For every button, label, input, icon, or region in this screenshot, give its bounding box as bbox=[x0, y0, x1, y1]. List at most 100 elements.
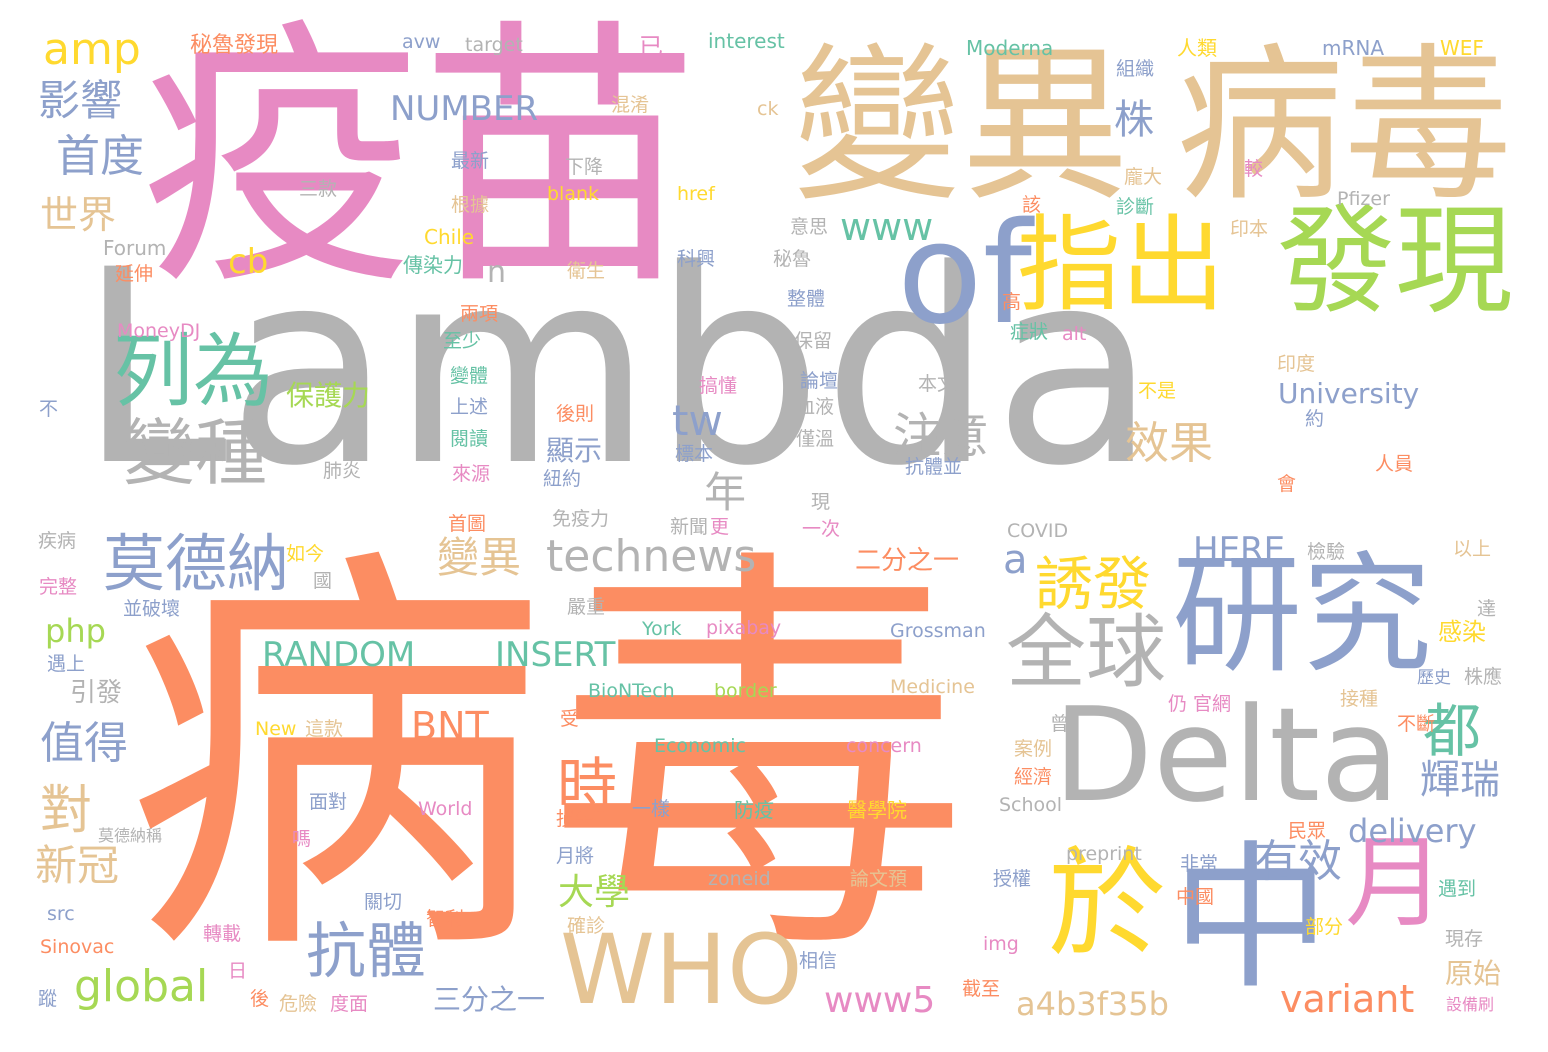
word-zhenduan: 診斷 bbox=[1116, 196, 1155, 218]
word-modenacheng: 莫德納稱 bbox=[98, 826, 163, 845]
word-zhishao: 至少 bbox=[443, 330, 482, 352]
word-shangshu: 上述 bbox=[450, 396, 489, 418]
word-economic: Economic bbox=[654, 735, 746, 757]
word-xian: 現 bbox=[811, 491, 831, 513]
word-minzhong: 民眾 bbox=[1288, 820, 1327, 842]
word-border: border bbox=[714, 680, 777, 702]
word-mrna: mRNA bbox=[1322, 36, 1385, 60]
word-bingdu-main: 病毒 bbox=[125, 515, 969, 1007]
word-zuzhi: 組織 bbox=[1116, 58, 1155, 80]
word-liewei: 列為 bbox=[113, 325, 273, 418]
word-forum: Forum bbox=[103, 236, 167, 260]
word-blank: blank bbox=[547, 183, 600, 205]
word-huirui: 輝瑞 bbox=[1420, 757, 1500, 803]
word-luntan: 論壇 bbox=[800, 370, 839, 392]
word-reng-guanwang: 仍 官網 bbox=[1168, 693, 1232, 715]
word-yu: 於 bbox=[1048, 835, 1167, 973]
word-www5: www5 bbox=[824, 980, 936, 1021]
word-da: 達 bbox=[1477, 598, 1497, 620]
word-ri: 日 bbox=[228, 960, 248, 982]
word-grossman: Grossman bbox=[890, 620, 986, 642]
word-yi: 已 bbox=[639, 33, 663, 61]
word-gao: 高 bbox=[1002, 291, 1022, 313]
word-biontech: BioNTech bbox=[588, 680, 675, 702]
word-geng: 更 bbox=[710, 516, 730, 538]
word-yue-small: 約 bbox=[1305, 408, 1325, 430]
word-n: n bbox=[487, 255, 507, 290]
word-interest: interest bbox=[708, 29, 785, 53]
word-jiezhi: 截至 bbox=[962, 978, 1001, 1000]
word-shi: 時 bbox=[557, 752, 617, 822]
word-new: New bbox=[255, 718, 297, 740]
word-university: University bbox=[1278, 377, 1420, 410]
word-medicine: Medicine bbox=[890, 676, 975, 698]
word-yue: 月 bbox=[1345, 824, 1445, 941]
word-buduan: 不斷 bbox=[1397, 713, 1436, 735]
word-bianti: 變體 bbox=[450, 365, 489, 387]
word-kexing: 科興 bbox=[677, 248, 716, 270]
word-quezhen: 確診 bbox=[567, 915, 606, 937]
word-youxiao: 有效 bbox=[1254, 836, 1342, 887]
word-sunshi: 損失 bbox=[556, 808, 595, 830]
word-yuedu: 閱讀 bbox=[450, 428, 489, 450]
word-guo: 國 bbox=[313, 570, 333, 592]
word-xiangxin: 相信 bbox=[799, 950, 838, 972]
word-preprint: preprint bbox=[1066, 843, 1142, 865]
word-modena: 莫德納 bbox=[103, 527, 290, 600]
word-xiancun: 現存 bbox=[1445, 928, 1484, 950]
word-nian: 年 bbox=[704, 468, 747, 517]
word-youfa: 誘發 bbox=[1035, 550, 1152, 618]
word-www: www bbox=[840, 205, 934, 249]
word-milu: 秘魯 bbox=[773, 248, 812, 270]
word-lunwenyu: 論文預 bbox=[850, 868, 908, 890]
word-number: NUMBER bbox=[390, 89, 539, 129]
word-hui: 會 bbox=[1277, 473, 1297, 495]
word-zong: 蹤 bbox=[38, 988, 58, 1010]
word-bingpohuai: 並破壞 bbox=[123, 598, 181, 620]
word-yindu: 印度 bbox=[1277, 353, 1316, 375]
word-jiezhong: 接種 bbox=[1340, 688, 1379, 710]
word-zhekuan: 這款 bbox=[305, 718, 344, 740]
word-kangtibing: 抗體並 bbox=[905, 456, 963, 478]
word-mianyili: 免疫力 bbox=[552, 508, 610, 530]
word-bianyi-small: 變異 bbox=[437, 533, 522, 582]
word-yuejiang: 月將 bbox=[556, 845, 595, 867]
word-yanshen: 延伸 bbox=[115, 263, 154, 285]
word-zhongguo: 中國 bbox=[1176, 886, 1215, 908]
word-shoutu: 首圖 bbox=[448, 513, 487, 535]
word-yuanshi: 原始 bbox=[1445, 957, 1502, 990]
word-guanqie: 關切 bbox=[364, 891, 403, 913]
word-dou: 都 bbox=[1423, 697, 1482, 765]
word-insert: INSERT bbox=[495, 635, 616, 675]
word-xinguan: 新冠 bbox=[35, 841, 120, 890]
word-variant: variant bbox=[1280, 977, 1415, 1021]
word-feiyan: 肺炎 bbox=[323, 460, 362, 482]
word-bu: 不 bbox=[39, 398, 59, 420]
word-bianzhong: 變種 bbox=[123, 411, 268, 495]
word-ceng: 曾 bbox=[1050, 713, 1070, 735]
word-wef: WEF bbox=[1440, 36, 1484, 60]
word-zhu: 株 bbox=[1114, 97, 1154, 143]
word-jiao: 較 bbox=[1244, 158, 1264, 180]
word-sanfenzhiyi: 三分之一 bbox=[433, 983, 546, 1016]
word-daxue: 大學 bbox=[558, 872, 631, 913]
word-kangti: 抗體 bbox=[306, 917, 426, 987]
word-jibing: 疾病 bbox=[38, 530, 77, 552]
word-gaodong: 搞懂 bbox=[699, 375, 738, 397]
word-yinfa: 引發 bbox=[70, 678, 123, 708]
word-zoneid: zoneid bbox=[708, 868, 771, 890]
word-sankuan: 三款 bbox=[299, 178, 338, 200]
word-yici: 一次 bbox=[802, 518, 841, 540]
word-liangxiang: 兩項 bbox=[460, 303, 499, 325]
word-alt: alt bbox=[1062, 323, 1087, 345]
word-shouquan: 授權 bbox=[993, 868, 1032, 890]
word-yinben: 印本 bbox=[1230, 218, 1269, 240]
word-cb: cb bbox=[228, 242, 269, 282]
word-jingji: 經濟 bbox=[1014, 766, 1053, 788]
word-global: global bbox=[74, 961, 209, 1012]
word-shebeishua: 設備刷 bbox=[1446, 995, 1495, 1014]
word-pixabay: pixabay bbox=[706, 617, 782, 639]
word-xinwen: 新聞 bbox=[670, 516, 709, 538]
word-yanjiu: 研究 bbox=[1172, 539, 1433, 691]
